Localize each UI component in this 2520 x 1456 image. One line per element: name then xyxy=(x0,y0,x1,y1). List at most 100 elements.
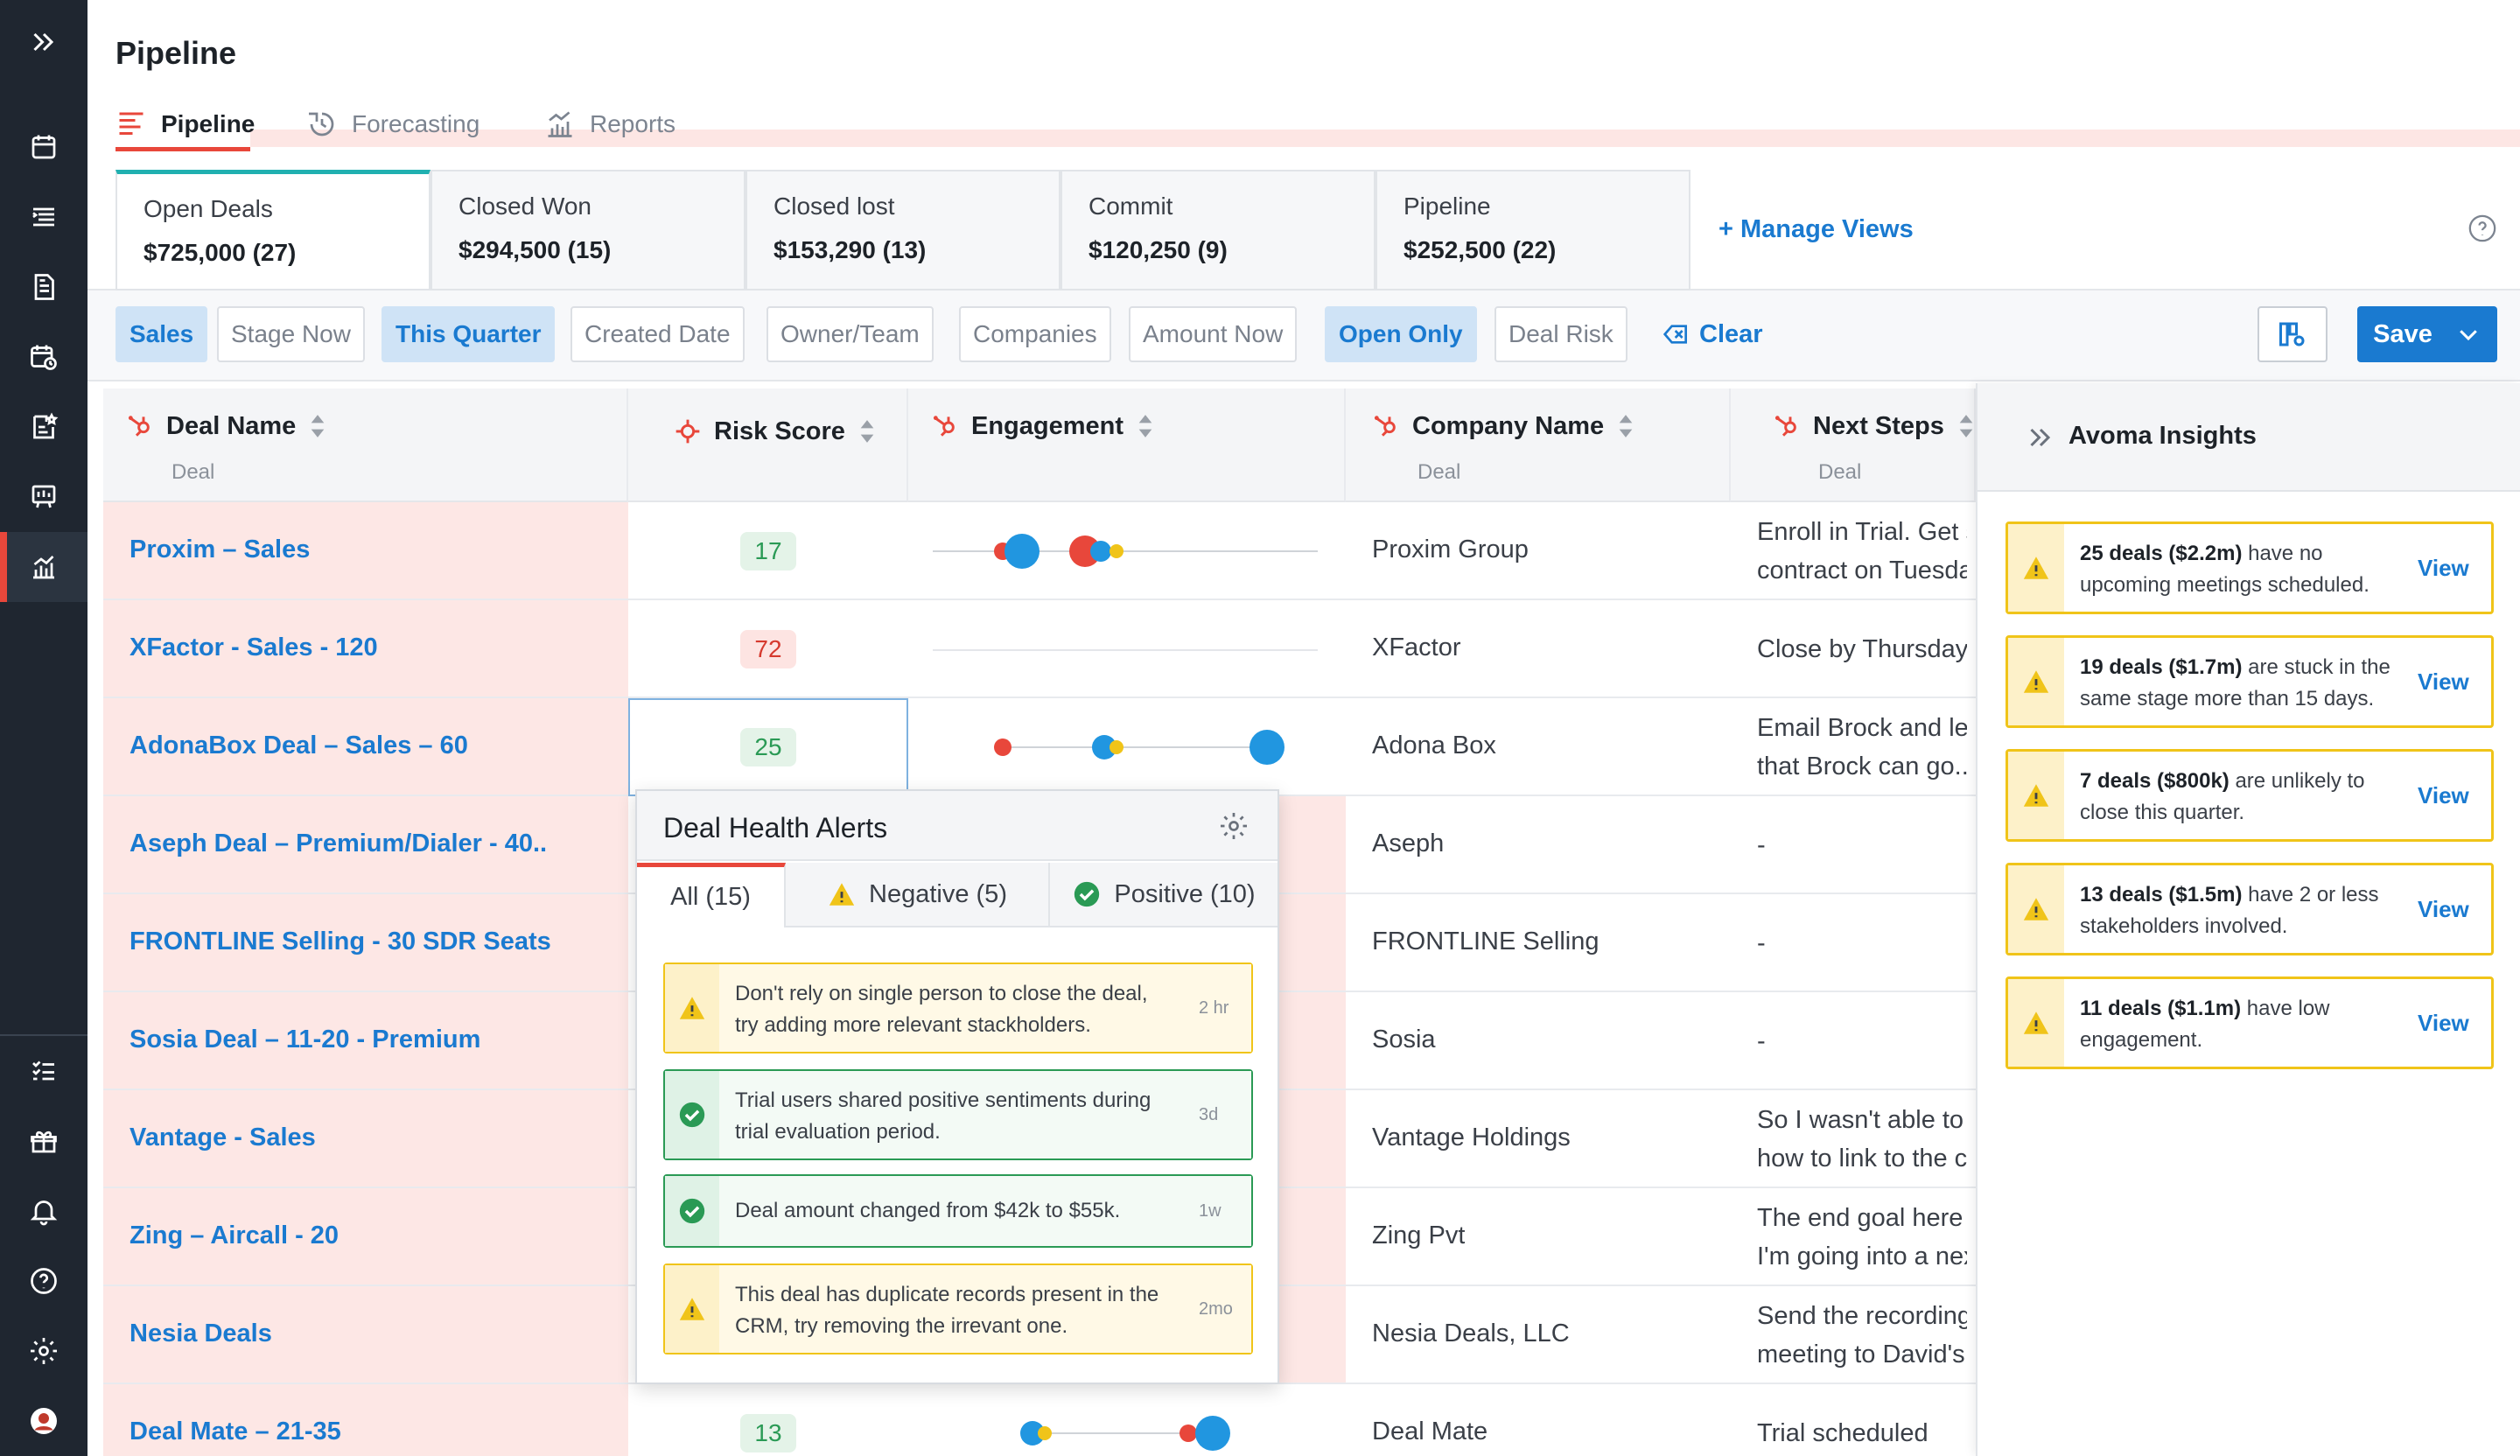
view-name: Pipeline xyxy=(1404,192,1491,220)
deal-name-link[interactable]: FRONTLINE Selling - 30 SDR Seats xyxy=(130,928,551,956)
filter-chip-4[interactable]: Owner/Team xyxy=(766,306,934,362)
deal-name-link[interactable]: Proxim – Sales xyxy=(130,536,311,564)
insight-card-0[interactable]: 25 deals ($2.2m) have no upcoming meeting… xyxy=(2006,522,2494,614)
insight-card-2[interactable]: 7 deals ($800k) are unlikely to close thi… xyxy=(2006,749,2494,842)
filter-chip-5[interactable]: Companies xyxy=(959,306,1111,362)
sort-arrows-icon[interactable] xyxy=(1956,411,1976,441)
gift-icon[interactable] xyxy=(0,1106,88,1176)
popup-tab-positive[interactable]: Positive (10) xyxy=(1050,863,1278,928)
sort-arrows-icon[interactable] xyxy=(1136,411,1155,441)
engagement-dot[interactable] xyxy=(1004,534,1040,569)
engagement-dot[interactable] xyxy=(994,738,1012,756)
popup-settings-icon[interactable] xyxy=(1218,810,1250,842)
view-card-1[interactable]: Closed Won $294,500 (15) xyxy=(430,170,746,290)
popup-tab-negative[interactable]: Negative (5) xyxy=(786,863,1050,928)
presentation-icon[interactable] xyxy=(0,462,88,532)
clear-filters-button[interactable]: Clear xyxy=(1662,306,1763,362)
insight-view-link[interactable]: View xyxy=(2418,781,2469,808)
view-card-0[interactable]: Open Deals $725,000 (27) xyxy=(116,170,430,290)
view-card-3[interactable]: Commit $120,250 (9) xyxy=(1060,170,1376,290)
tab-pipeline[interactable]: Pipeline xyxy=(116,98,255,150)
filter-chip-0[interactable]: Sales xyxy=(116,306,208,362)
view-card-4[interactable]: Pipeline $252,500 (22) xyxy=(1376,170,1690,290)
insight-view-link[interactable]: View xyxy=(2418,895,2469,922)
calendar-icon[interactable] xyxy=(0,112,88,182)
column-header-0[interactable]: Deal Name Deal xyxy=(103,388,628,502)
tab-pipeline-label: Pipeline xyxy=(161,110,256,137)
health-alert-2[interactable]: Deal amount changed from $42k to $55k. 1w xyxy=(663,1174,1253,1248)
pipeline-chart-icon[interactable] xyxy=(0,532,88,602)
column-header-2[interactable]: Engagement xyxy=(908,388,1346,502)
column-layout-button[interactable] xyxy=(2258,306,2328,362)
engagement-dot[interactable] xyxy=(1250,730,1284,765)
filter-chip-1[interactable]: Stage Now xyxy=(217,306,365,362)
next-steps-line: - xyxy=(1757,929,1766,957)
insight-card-1[interactable]: 19 deals ($1.7m) are stuck in the same st… xyxy=(2006,635,2494,728)
engagement-dot[interactable] xyxy=(1110,740,1124,754)
next-steps-line: that Brock can go... xyxy=(1757,752,1967,780)
deal-name-link[interactable]: Nesia Deals xyxy=(130,1320,272,1348)
insight-view-link[interactable]: View xyxy=(2418,668,2469,695)
settings-gear-icon[interactable] xyxy=(0,1316,88,1386)
question-circle-icon[interactable] xyxy=(2468,214,2497,243)
insight-card-4[interactable]: 11 deals ($1.1m) have low engagement. View xyxy=(2006,976,2494,1069)
engagement-dot[interactable] xyxy=(1110,544,1124,558)
sort-arrows-icon[interactable] xyxy=(858,416,877,446)
engagement-dot[interactable] xyxy=(1180,1424,1197,1442)
save-button[interactable]: Save xyxy=(2357,306,2497,362)
insight-card-3[interactable]: 13 deals ($1.5m) have 2 or less stakehold… xyxy=(2006,863,2494,956)
popup-tab-all[interactable]: All (15) xyxy=(637,863,786,928)
deal-name-link[interactable]: Deal Mate – 21-35 xyxy=(130,1418,341,1446)
sort-arrows-icon[interactable] xyxy=(1616,411,1635,441)
deal-name-link[interactable]: Sosia Deal – 11-20 - Premium xyxy=(130,1026,481,1054)
filter-chip-7[interactable]: Open Only xyxy=(1325,306,1477,362)
health-alert-1[interactable]: Trial users shared positive sentiments d… xyxy=(663,1069,1253,1160)
next-steps-line: Trial scheduled xyxy=(1757,1419,1928,1447)
column-bg xyxy=(103,502,628,1456)
calendar-clock-icon[interactable] xyxy=(0,322,88,392)
tab-reports[interactable]: Reports xyxy=(544,98,676,150)
engagement-track xyxy=(1032,1432,1214,1434)
health-alert-0[interactable]: Don't rely on single person to close the… xyxy=(663,962,1253,1054)
filter-chip-6[interactable]: Amount Now xyxy=(1129,306,1298,362)
filter-chip-2[interactable]: This Quarter xyxy=(382,306,556,362)
insight-view-link[interactable]: View xyxy=(2418,1009,2469,1036)
column-header-3[interactable]: Company Name Deal xyxy=(1346,388,1731,502)
notes-star-icon[interactable] xyxy=(0,392,88,462)
sort-arrows-icon[interactable] xyxy=(308,411,327,441)
checklist-icon[interactable] xyxy=(0,1036,88,1106)
user-avatar-icon[interactable] xyxy=(0,1386,88,1456)
insight-icon-cell xyxy=(2008,865,2064,953)
risk-target-icon xyxy=(676,419,700,444)
deal-name-link[interactable]: AdonaBox Deal – Sales – 60 xyxy=(130,732,468,760)
column-header-4[interactable]: Next Steps Deal xyxy=(1731,388,1976,502)
alert-text-line: Trial users shared positive sentiments d… xyxy=(735,1088,1152,1112)
insight-text: 7 deals ($800k) are unlikely to close thi… xyxy=(2064,752,2418,839)
deal-name-link[interactable]: XFactor - Sales - 120 xyxy=(130,634,378,662)
tab-forecasting[interactable]: Forecasting xyxy=(306,98,480,150)
list-icon[interactable] xyxy=(0,182,88,252)
insight-icon-cell xyxy=(2008,524,2064,612)
hubspot-icon xyxy=(1374,416,1396,437)
save-label: Save xyxy=(2373,319,2432,348)
health-alert-3[interactable]: This deal has duplicate records present … xyxy=(663,1264,1253,1354)
collapse-chevrons-icon[interactable] xyxy=(2025,422,2056,453)
filter-chip-3[interactable]: Created Date xyxy=(570,306,745,362)
expand-rail-icon[interactable] xyxy=(0,7,88,77)
manage-views-link[interactable]: + Manage Views xyxy=(1718,215,1914,243)
help-icon[interactable] xyxy=(0,1246,88,1316)
column-header-1[interactable]: Risk Score xyxy=(628,388,908,502)
view-card-2[interactable]: Closed lost $153,290 (13) xyxy=(746,170,1060,290)
filter-chip-8[interactable]: Deal Risk xyxy=(1494,306,1628,362)
alert-icon-cell xyxy=(665,1265,719,1353)
deal-name-link[interactable]: Aseph Deal – Premium/Dialer - 40.. xyxy=(130,830,548,858)
document-icon[interactable] xyxy=(0,252,88,322)
insight-view-link[interactable]: View xyxy=(2418,554,2469,581)
engagement-dot[interactable] xyxy=(1195,1416,1230,1451)
engagement-track xyxy=(933,550,1318,552)
engagement-dot[interactable] xyxy=(1090,541,1111,562)
engagement-dot[interactable] xyxy=(1038,1426,1052,1440)
deal-name-link[interactable]: Vantage - Sales xyxy=(130,1124,316,1152)
bell-icon[interactable] xyxy=(0,1176,88,1246)
deal-name-link[interactable]: Zing – Aircall - 20 xyxy=(130,1222,340,1250)
